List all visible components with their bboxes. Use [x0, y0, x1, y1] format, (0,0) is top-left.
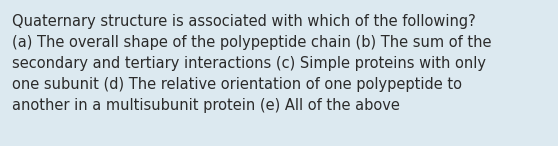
Text: Quaternary structure is associated with which of the following?
(a) The overall : Quaternary structure is associated with … — [12, 14, 492, 113]
